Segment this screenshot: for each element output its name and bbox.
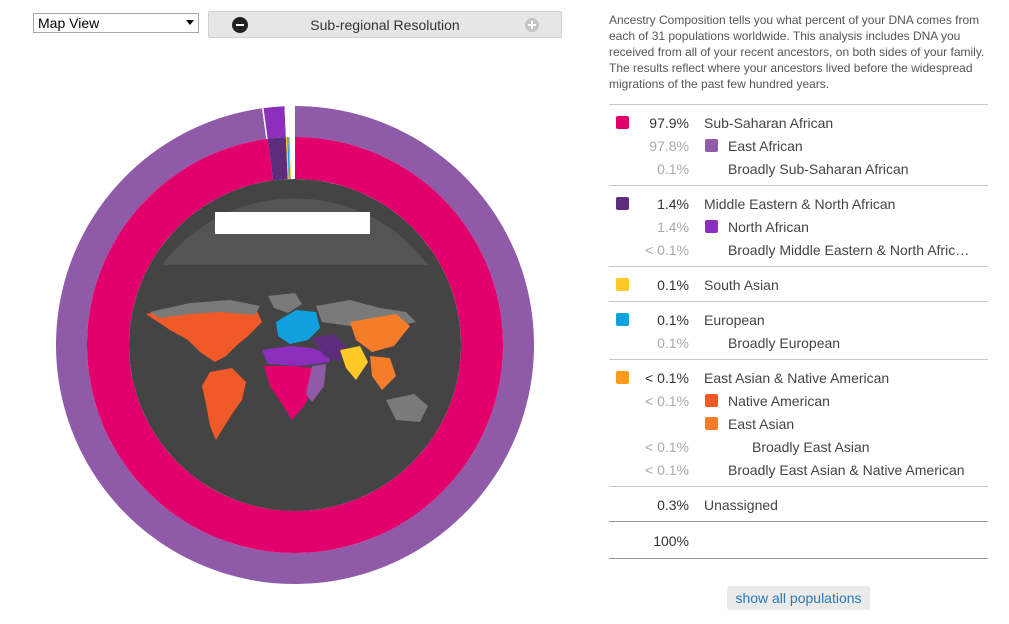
outer-ring-segment-broadly_sub_saharan[interactable] <box>262 108 268 139</box>
inner-ring-segment-unassigned[interactable] <box>289 137 295 180</box>
population-name: East Asian & Native American <box>704 370 890 386</box>
donut-svg <box>55 106 534 584</box>
population-percent: 1.4% <box>657 196 689 212</box>
subpopulation-name: East African <box>728 138 803 154</box>
inner-ring-segment-european[interactable] <box>287 137 290 180</box>
population-name: Unassigned <box>704 497 778 513</box>
resolution-label: Sub-regional Resolution <box>310 17 460 33</box>
subpopulation-row[interactable]: < 0.1% Native American <box>609 389 988 412</box>
population-row[interactable]: < 0.1% East Asian & Native American <box>609 366 988 389</box>
map-sub-saharan-africa <box>264 366 314 420</box>
color-swatch <box>616 371 629 384</box>
chevron-down-icon <box>186 20 194 25</box>
map-north-america <box>146 302 262 362</box>
subpopulation-percent: < 0.1% <box>645 462 689 478</box>
inner-ring-segment-east_asian_native[interactable] <box>288 137 291 180</box>
color-swatch <box>705 417 718 430</box>
zoom-in-icon[interactable] <box>525 18 539 32</box>
view-select-value: Map View <box>38 15 100 31</box>
subpopulation-row[interactable]: < 0.1% Broadly Middle Eastern & North Afr… <box>609 238 988 261</box>
subpopulation-name: Broadly European <box>728 335 841 351</box>
subpopulation-name: Broadly East Asian & Native American <box>728 462 965 478</box>
population-group: 0.3% Unassigned <box>609 486 988 521</box>
inner-ring <box>87 137 503 553</box>
subpopulation-name: Native American <box>728 393 830 409</box>
population-row[interactable]: 0.1% South Asian <box>609 273 988 296</box>
map-europe <box>276 310 320 344</box>
subpopulation-name: Broadly Middle Eastern & North Afric… <box>728 242 970 258</box>
map-canada <box>150 300 260 318</box>
population-name: Middle Eastern & North African <box>704 196 896 212</box>
color-swatch <box>705 220 718 233</box>
population-table: 97.9% Sub-Saharan African 97.8% East Africa… <box>609 104 988 559</box>
population-percent: 0.1% <box>657 312 689 328</box>
intro-text: Ancestry Composition tells you what perc… <box>609 13 985 91</box>
population-percent: < 0.1% <box>645 370 689 386</box>
color-swatch <box>705 394 718 407</box>
color-swatch <box>616 197 629 210</box>
subpopulation-percent: 0.1% <box>657 161 689 177</box>
population-name: Sub-Saharan African <box>704 115 834 131</box>
population-percent: 97.9% <box>649 115 689 131</box>
map-greenland <box>268 293 302 313</box>
subpopulation-row[interactable]: 1.4% North African <box>609 215 988 238</box>
resolution-slider: Sub-regional Resolution <box>208 11 562 38</box>
subpopulation-row[interactable]: 97.8% East African <box>609 134 988 157</box>
outer-ring-segment-north_african[interactable] <box>263 106 286 139</box>
subpopulation-row[interactable]: 0.1% Broadly Sub-Saharan African <box>609 157 988 180</box>
color-swatch <box>616 313 629 326</box>
map-east-asia <box>350 314 410 352</box>
population-percent: 0.3% <box>657 497 689 513</box>
population-group: 0.1% European 0.1% Broadly European <box>609 301 988 359</box>
map-australia <box>386 394 428 422</box>
subpopulation-name: North African <box>728 219 809 235</box>
map-east-africa <box>306 364 326 402</box>
world-map[interactable] <box>146 293 428 440</box>
zoom-out-icon[interactable] <box>232 17 248 33</box>
color-swatch <box>616 278 629 291</box>
subpopulation-name: Broadly East Asian <box>752 439 870 455</box>
color-swatch <box>705 139 718 152</box>
map-south-america <box>202 368 246 440</box>
ancestry-donut-chart <box>50 100 540 590</box>
population-percent: 0.1% <box>657 277 689 293</box>
color-swatch <box>616 116 629 129</box>
subpopulation-percent: 97.8% <box>649 138 689 154</box>
map-north-africa <box>262 346 330 366</box>
population-group: < 0.1% East Asian & Native American < 0.1%… <box>609 359 988 486</box>
subpopulation-percent: < 0.1% <box>645 393 689 409</box>
total-row: 100% <box>609 521 988 559</box>
outer-ring <box>55 106 534 584</box>
population-row[interactable]: 0.1% European <box>609 308 988 331</box>
subpopulation-percent: 1.4% <box>657 219 689 235</box>
view-select[interactable]: Map View <box>33 13 199 33</box>
population-row[interactable]: 0.3% Unassigned <box>609 493 988 516</box>
population-group: 1.4% Middle Eastern & North African 1.4% No… <box>609 185 988 266</box>
population-name: European <box>704 312 765 328</box>
subpopulation-percent: < 0.1% <box>645 439 689 455</box>
map-middle-east <box>312 334 346 362</box>
map-title-box <box>215 212 370 234</box>
inner-ring-segment-middle_eastern[interactable] <box>267 137 288 181</box>
population-row[interactable]: 1.4% Middle Eastern & North African <box>609 192 988 215</box>
outer-ring-segment-other[interactable] <box>284 106 295 138</box>
population-name: South Asian <box>704 277 779 293</box>
map-south-asia <box>340 346 368 380</box>
population-row[interactable]: 97.9% Sub-Saharan African <box>609 111 988 134</box>
subpopulation-row[interactable]: < 0.1% Broadly East Asian <box>609 435 988 458</box>
subpopulation-name: Broadly Sub-Saharan African <box>728 161 909 177</box>
population-group: 0.1% South Asian <box>609 266 988 301</box>
subpopulation-name: East Asian <box>728 416 795 432</box>
show-all-populations-button[interactable]: show all populations <box>727 586 870 610</box>
subpopulation-percent: 0.1% <box>657 335 689 351</box>
total-percent: 100% <box>653 533 689 549</box>
subpopulation-percent: < 0.1% <box>645 242 689 258</box>
subpopulation-row[interactable]: < 0.1% Broadly East Asian & Native Americ… <box>609 458 988 481</box>
subpopulation-row[interactable]: East Asian <box>609 412 988 435</box>
inner-ring-segment-south_asian[interactable] <box>285 137 289 180</box>
map-southeast-asia <box>370 356 396 390</box>
subpopulation-row[interactable]: 0.1% Broadly European <box>609 331 988 354</box>
population-group: 97.9% Sub-Saharan African 97.8% East Africa… <box>609 104 988 185</box>
